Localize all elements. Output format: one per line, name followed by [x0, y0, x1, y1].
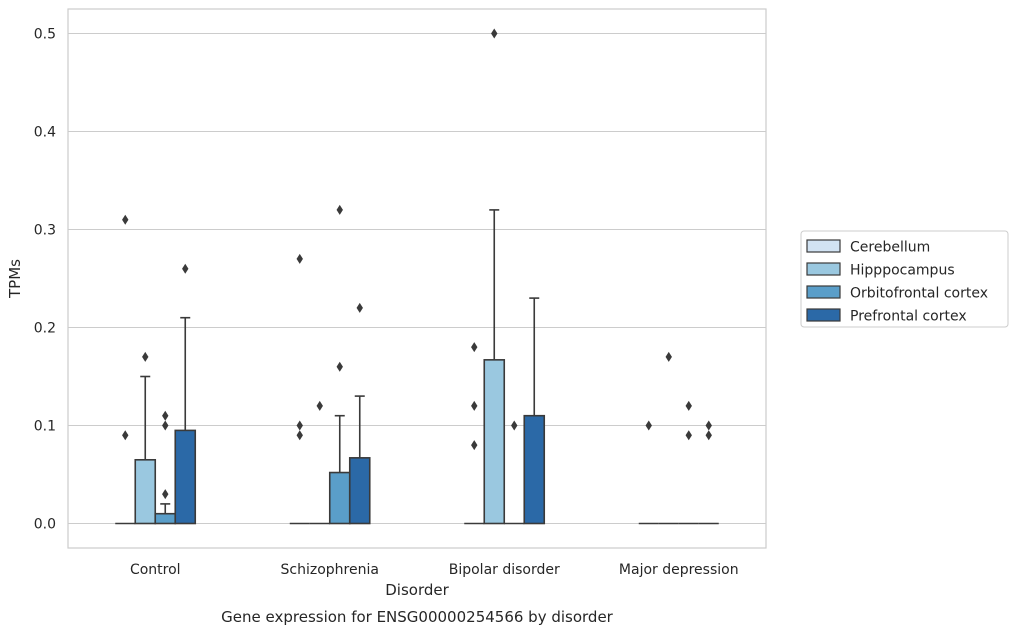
legend: Cerebellum Hipppocampus Orbitofrontal cort… — [800, 230, 1009, 328]
outlier-point — [685, 430, 692, 441]
legend-swatch — [806, 308, 841, 322]
bar — [523, 414, 546, 525]
x-tick-label: Major depression — [619, 562, 739, 578]
bar — [154, 512, 177, 525]
outlier-point — [122, 214, 129, 225]
x-tick-label: Control — [130, 562, 181, 578]
outlier-point — [471, 342, 478, 353]
outlier-point — [356, 302, 363, 313]
outlier-point — [316, 400, 323, 411]
plot-marks — [115, 28, 719, 525]
legend-swatch — [806, 239, 841, 253]
x-tick-labels: Control Schizophrenia Bipolar disorder Majo… — [130, 562, 739, 578]
figure-caption: Gene expression for ENSG00000254566 by d… — [221, 608, 614, 626]
y-tick-labels: 0.0 0.1 0.2 0.3 0.4 0.5 — [34, 27, 56, 533]
outlier-point — [296, 420, 303, 431]
outlier-point — [162, 420, 169, 431]
outlier-point — [142, 351, 149, 362]
outlier-point — [162, 410, 169, 421]
bar — [328, 471, 351, 525]
legend-entry: Orbitofrontal cortex — [850, 286, 988, 302]
legend-entry: Cerebellum — [850, 240, 930, 256]
y-tick-label: 0.0 — [34, 517, 56, 533]
legend-entry: Prefrontal cortex — [850, 309, 967, 325]
plot-frame — [67, 8, 767, 549]
x-tick-label: Bipolar disorder — [449, 562, 560, 578]
outlier-point — [296, 253, 303, 264]
x-axis-label: Disorder — [385, 581, 449, 599]
legend-entry: Hipppocampus — [850, 263, 955, 279]
outlier-point — [336, 361, 343, 372]
outlier-point — [336, 204, 343, 215]
outlier-point — [182, 263, 189, 274]
y-tick-label: 0.3 — [34, 223, 56, 239]
y-tick-label: 0.2 — [34, 321, 56, 337]
legend-swatch — [806, 262, 841, 276]
outlier-point — [471, 440, 478, 451]
y-tick-label: 0.5 — [34, 27, 56, 43]
outlier-point — [685, 400, 692, 411]
outlier-point — [705, 420, 712, 431]
bar — [174, 429, 197, 525]
legend-box — [800, 230, 1009, 328]
outlier-point — [511, 420, 518, 431]
outlier-point — [471, 400, 478, 411]
outlier-point — [665, 351, 672, 362]
bar — [483, 359, 506, 525]
outlier-point — [122, 430, 129, 441]
outlier-point — [491, 28, 498, 39]
grid-lines — [68, 33, 766, 524]
y-tick-label: 0.1 — [34, 419, 56, 435]
outlier-point — [705, 430, 712, 441]
bar — [134, 458, 157, 525]
x-tick-label: Schizophrenia — [281, 562, 379, 578]
outlier-point — [162, 489, 169, 500]
legend-swatch — [806, 285, 841, 299]
y-tick-label: 0.4 — [34, 125, 56, 141]
bar — [348, 457, 371, 525]
y-axis-label: TPMs — [6, 259, 24, 299]
outlier-point — [296, 430, 303, 441]
outlier-point — [645, 420, 652, 431]
